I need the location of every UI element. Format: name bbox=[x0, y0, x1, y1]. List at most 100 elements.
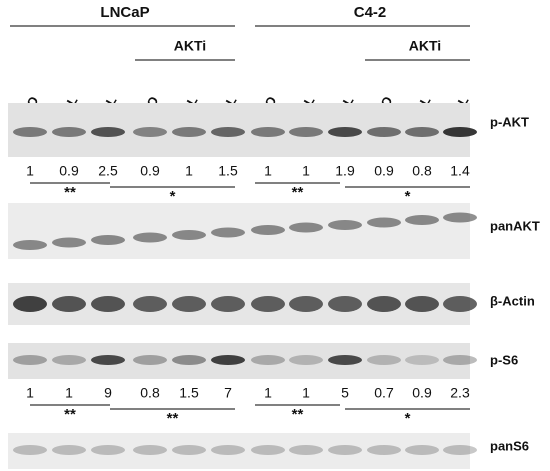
band bbox=[13, 355, 47, 365]
treatment-label: AKTi bbox=[174, 38, 206, 54]
significance-mark: ** bbox=[167, 410, 179, 427]
band bbox=[91, 445, 125, 455]
band bbox=[289, 127, 323, 137]
band bbox=[172, 127, 206, 137]
quant-value: 1 bbox=[302, 163, 310, 179]
band bbox=[405, 127, 439, 137]
band bbox=[172, 445, 206, 455]
band bbox=[443, 355, 477, 365]
band bbox=[91, 355, 125, 365]
band bbox=[133, 127, 167, 137]
band bbox=[328, 445, 362, 455]
band bbox=[405, 296, 439, 312]
band bbox=[52, 355, 86, 365]
group-label: LNCaP bbox=[100, 4, 149, 21]
band bbox=[172, 230, 206, 240]
band bbox=[52, 296, 86, 312]
band bbox=[405, 215, 439, 225]
quant-value: 0.9 bbox=[59, 163, 79, 179]
significance-mark: * bbox=[170, 188, 176, 205]
band bbox=[211, 227, 245, 238]
band bbox=[289, 445, 323, 455]
band bbox=[91, 235, 125, 245]
band bbox=[251, 355, 285, 365]
blot-label: β-Actin bbox=[490, 293, 535, 308]
band bbox=[367, 296, 401, 312]
band bbox=[133, 232, 167, 243]
band bbox=[211, 445, 245, 455]
quant-value: 1 bbox=[302, 385, 310, 401]
band bbox=[367, 355, 401, 365]
band bbox=[251, 445, 285, 455]
quant-value: 1 bbox=[185, 163, 193, 179]
band bbox=[133, 355, 167, 365]
band bbox=[443, 212, 477, 223]
quant-value: 1.4 bbox=[450, 163, 470, 179]
band bbox=[328, 296, 362, 312]
quant-value: 9 bbox=[104, 385, 112, 401]
band bbox=[328, 355, 362, 365]
quant-value: 1 bbox=[65, 385, 73, 401]
band bbox=[328, 127, 362, 137]
quant-value: 1.9 bbox=[335, 163, 355, 179]
significance-mark: ** bbox=[64, 406, 76, 423]
quant-value: 2.3 bbox=[450, 385, 470, 401]
significance-mark: * bbox=[405, 188, 411, 205]
band bbox=[133, 445, 167, 455]
band bbox=[405, 355, 439, 365]
significance-mark: ** bbox=[292, 406, 304, 423]
band bbox=[52, 127, 86, 137]
quant-value: 1.5 bbox=[179, 385, 199, 401]
band bbox=[328, 220, 362, 230]
band bbox=[443, 296, 477, 312]
quant-value: 1 bbox=[264, 163, 272, 179]
quant-value: 0.9 bbox=[140, 163, 160, 179]
blot-label: panAKT bbox=[490, 218, 540, 233]
band bbox=[211, 355, 245, 365]
band bbox=[52, 445, 86, 455]
treatment-label: AKTi bbox=[409, 38, 441, 54]
band bbox=[172, 355, 206, 365]
band bbox=[13, 296, 47, 312]
band bbox=[251, 127, 285, 137]
quant-value: 0.8 bbox=[140, 385, 160, 401]
quant-value: 1 bbox=[26, 163, 34, 179]
band bbox=[91, 127, 125, 137]
blot-label: p-S6 bbox=[490, 352, 518, 367]
band bbox=[443, 445, 477, 455]
band bbox=[211, 127, 245, 137]
quant-value: 0.8 bbox=[412, 163, 432, 179]
band bbox=[367, 127, 401, 137]
blot bbox=[8, 433, 470, 469]
band bbox=[405, 445, 439, 455]
quant-value: 2.5 bbox=[98, 163, 118, 179]
quant-value: 0.9 bbox=[412, 385, 432, 401]
band bbox=[211, 296, 245, 312]
band bbox=[91, 296, 125, 312]
band bbox=[13, 127, 47, 137]
band bbox=[367, 217, 401, 228]
band bbox=[13, 240, 47, 250]
quant-value: 1 bbox=[26, 385, 34, 401]
band bbox=[443, 127, 477, 137]
quant-value: 5 bbox=[341, 385, 349, 401]
quant-value: 7 bbox=[224, 385, 232, 401]
band bbox=[367, 445, 401, 455]
band bbox=[251, 296, 285, 312]
band bbox=[52, 237, 86, 248]
quant-value: 0.9 bbox=[374, 163, 394, 179]
significance-mark: ** bbox=[292, 184, 304, 201]
quant-value: 0.7 bbox=[374, 385, 394, 401]
band bbox=[289, 355, 323, 365]
band bbox=[251, 225, 285, 235]
band bbox=[13, 445, 47, 455]
quant-value: 1 bbox=[264, 385, 272, 401]
quant-value: 1.5 bbox=[218, 163, 238, 179]
significance-mark: * bbox=[405, 410, 411, 427]
blot-label: p-AKT bbox=[490, 114, 529, 129]
significance-mark: ** bbox=[64, 184, 76, 201]
band bbox=[289, 296, 323, 312]
band bbox=[172, 296, 206, 312]
blot-label: panS6 bbox=[490, 438, 529, 453]
